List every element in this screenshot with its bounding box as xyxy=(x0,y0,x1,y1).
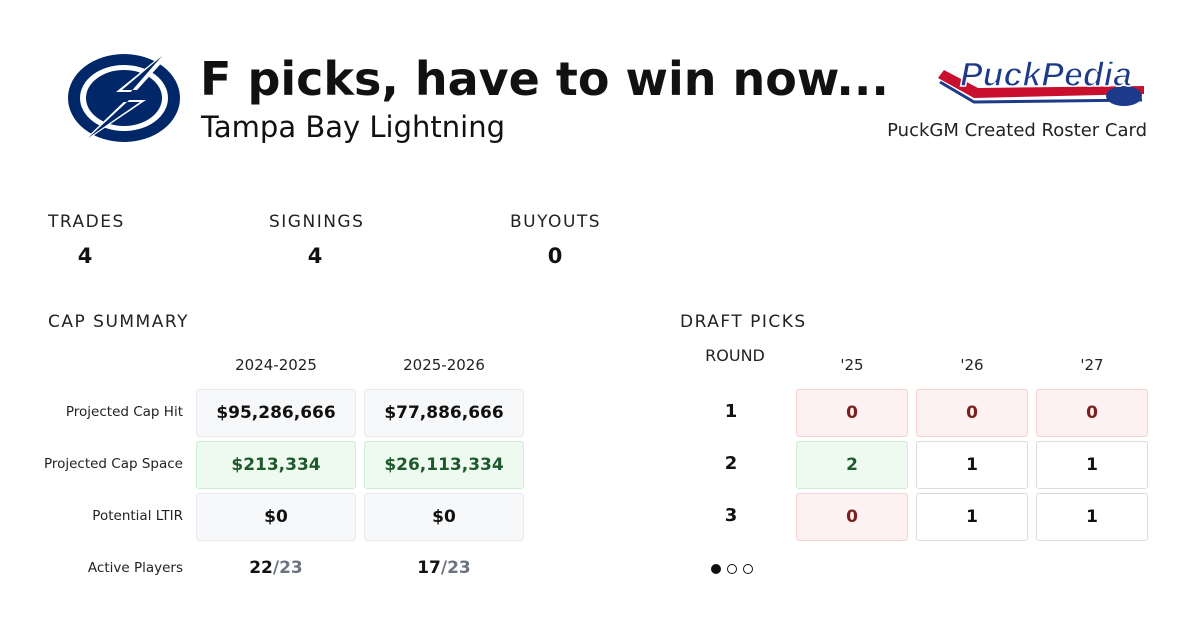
cap-cell: $77,886,666 xyxy=(364,389,524,437)
limit: /23 xyxy=(440,558,471,578)
stat-value: 4 xyxy=(77,244,93,268)
brand-logo: PuckPedia xyxy=(938,56,1144,106)
row-label: Potential LTIR xyxy=(92,508,183,524)
pick-cell: 1 xyxy=(916,441,1028,489)
pick-cell: 1 xyxy=(916,493,1028,541)
brand-caption: PuckGM Created Roster Card xyxy=(887,120,1147,141)
brand-logo-text: PuckPedia xyxy=(960,56,1132,94)
title: F picks, have to win now... xyxy=(200,52,889,106)
pick-cell: 1 xyxy=(1036,493,1148,541)
round-label: 1 xyxy=(724,401,738,422)
page-dot[interactable] xyxy=(711,564,721,574)
section-title: CAP SUMMARY xyxy=(48,312,189,332)
pick-cell: 2 xyxy=(796,441,908,489)
column-header: 2025-2026 xyxy=(403,356,485,374)
column-header: '26 xyxy=(960,356,984,374)
row-label: Projected Cap Space xyxy=(43,456,183,472)
round-label: 2 xyxy=(724,453,738,474)
count: 17 xyxy=(417,558,441,578)
stat-label: TRADES xyxy=(48,212,125,232)
stat-label: SIGNINGS xyxy=(269,212,365,232)
pick-cell: 0 xyxy=(916,389,1028,437)
column-header: 2024-2025 xyxy=(235,356,317,374)
pick-cell: 0 xyxy=(796,493,908,541)
cap-cell: $95,286,666 xyxy=(196,389,356,437)
column-header: '25 xyxy=(840,356,864,374)
pick-cell: 1 xyxy=(1036,441,1148,489)
section-title: DRAFT PICKS xyxy=(680,312,807,332)
pick-cell: 0 xyxy=(796,389,908,437)
stat-value: 0 xyxy=(547,244,563,268)
stat-label: BUYOUTS xyxy=(510,212,602,232)
round-label: 3 xyxy=(724,505,738,526)
round-header: ROUND xyxy=(705,346,765,365)
column-header: '27 xyxy=(1080,356,1104,374)
pick-cell: 0 xyxy=(1036,389,1148,437)
cap-cell: $0 xyxy=(196,493,356,541)
team-logo xyxy=(68,50,180,146)
subtitle: Tampa Bay Lightning xyxy=(201,110,505,144)
active-players: 22/23 xyxy=(249,558,303,578)
page-dot[interactable] xyxy=(743,564,753,574)
page-dot[interactable] xyxy=(727,564,737,574)
cap-cell: $0 xyxy=(364,493,524,541)
active-players: 17/23 xyxy=(417,558,471,578)
row-label: Projected Cap Hit xyxy=(65,404,183,420)
row-label: Active Players xyxy=(87,560,183,576)
cap-cell: $26,113,334 xyxy=(364,441,524,489)
cap-cell: $213,334 xyxy=(196,441,356,489)
count: 22 xyxy=(249,558,273,578)
limit: /23 xyxy=(272,558,303,578)
stat-value: 4 xyxy=(307,244,323,268)
